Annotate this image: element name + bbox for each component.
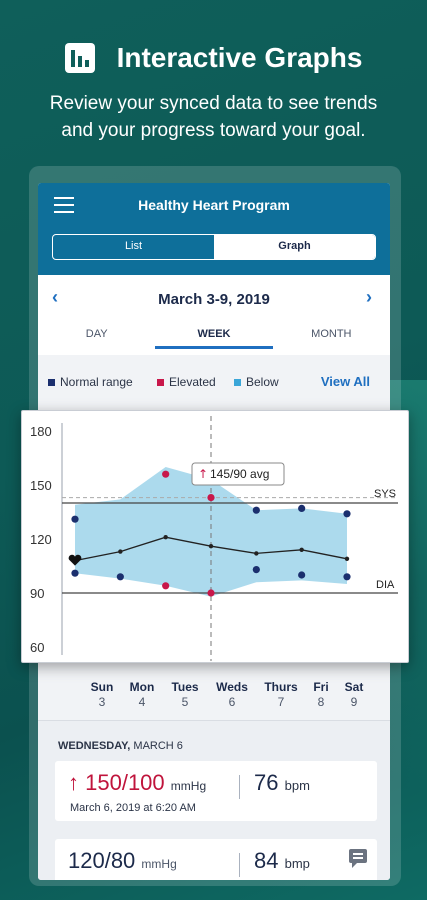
reading-detail: WEDNESDAY, MARCH 6 ↑ 150/100 mmHg 76 bpm…	[38, 720, 390, 880]
legend-normal-label: Normal range	[60, 375, 133, 389]
average-point	[254, 551, 259, 556]
hamburger-menu-icon[interactable]	[54, 197, 74, 213]
reading-card[interactable]: 120/80 mmHg 84 bmp	[55, 839, 377, 880]
bar-chart-icon	[64, 43, 95, 73]
y-tick-label: 90	[30, 586, 44, 601]
average-point	[163, 535, 168, 540]
hero-subtitle: Review your synced data to see trends an…	[20, 90, 407, 144]
tab-month[interactable]: MONTH	[311, 328, 352, 340]
day-label: Fri 8	[313, 680, 329, 709]
average-point	[299, 547, 304, 552]
reading-point	[162, 582, 170, 590]
tab-week[interactable]: WEEK	[155, 323, 273, 349]
detail-day: WEDNESDAY,	[58, 740, 131, 752]
hero-subtitle-line2: and your progress toward your goal.	[61, 120, 366, 141]
dia-label: DIA	[376, 579, 395, 591]
chart-legend: Normal range Elevated Below View All	[38, 363, 390, 403]
app-bar: Healthy Heart Program List Graph	[38, 183, 390, 275]
view-toggle: List Graph	[52, 234, 376, 260]
date-navigator: ‹ March 3-9, 2019 › DAY WEEK MONTH	[38, 275, 390, 355]
average-point	[344, 556, 350, 561]
tooltip-box	[191, 462, 285, 486]
reading-point	[343, 573, 351, 581]
pulse-value: 76	[254, 770, 279, 795]
legend-normal-swatch	[48, 378, 55, 386]
bp-reading: ↑ 150/100 mmHg	[68, 770, 206, 796]
reading-point	[252, 506, 260, 514]
y-tick-label: 120	[30, 532, 52, 547]
pulse-value: 84	[254, 848, 279, 873]
legend-below-swatch	[234, 378, 241, 386]
day-label: Thurs 7	[264, 680, 298, 709]
pulse-unit: bpm	[284, 778, 310, 793]
hero-title-text: Interactive Graphs	[116, 42, 363, 73]
reading-point	[71, 515, 79, 523]
reading-point	[162, 470, 170, 478]
tab-day[interactable]: DAY	[85, 328, 108, 340]
bp-unit: mmHg	[141, 857, 177, 871]
next-week-chevron-icon[interactable]: ›	[366, 287, 372, 307]
y-tick-label: 150	[30, 478, 52, 493]
reading-timestamp: March 6, 2019 at 6:20 AM	[70, 802, 196, 814]
period-tabs: DAY WEEK MONTH	[38, 323, 390, 349]
hero-subtitle-line1: Review your synced data to see trends	[49, 93, 378, 114]
comment-icon[interactable]	[349, 849, 367, 868]
normal-range-band	[75, 467, 347, 597]
bp-reading: 120/80 mmHg	[68, 848, 177, 874]
reading-point	[207, 589, 215, 597]
sys-label: SYS	[374, 488, 396, 500]
day-label: Sat 9	[344, 680, 364, 709]
reading-point	[298, 571, 306, 579]
y-tick-label: 60	[30, 640, 44, 655]
day-label: Weds 6	[216, 680, 248, 709]
reading-point	[71, 569, 79, 577]
day-label: Tues 5	[171, 680, 199, 709]
pulse-reading: 76 bpm	[254, 770, 310, 796]
divider	[239, 853, 240, 877]
segment-graph[interactable]: Graph	[214, 235, 375, 259]
day-label: Mon 4	[129, 680, 155, 709]
legend-elevated: Elevated	[157, 375, 216, 389]
detail-header: WEDNESDAY, MARCH 6	[58, 740, 183, 752]
day-axis: Sun 3 Mon 4 Tues 5 Weds 6 Thurs 7 Fri 8 Sat 9	[38, 680, 390, 718]
date-range: March 3-9, 2019	[158, 291, 270, 308]
detail-date: MARCH 6	[133, 740, 183, 752]
reading-point	[207, 494, 215, 502]
bp-chart[interactable]: 180 150 120 90 60 SYS DIA ↑ 145/90 avg	[22, 411, 410, 664]
average-point	[118, 549, 123, 554]
pulse-unit: bmp	[284, 856, 310, 871]
reading-point	[343, 510, 351, 518]
segment-list[interactable]: List	[124, 240, 143, 252]
view-all-link[interactable]: View All	[320, 374, 370, 389]
legend-below-label: Below	[246, 375, 279, 389]
y-tick-label: 180	[30, 424, 52, 439]
reading-point	[116, 573, 124, 581]
legend-elevated-label: Elevated	[169, 375, 216, 389]
legend-elevated-swatch	[157, 378, 164, 386]
app-title: Healthy Heart Program	[138, 197, 290, 213]
previous-week-chevron-icon[interactable]: ‹	[52, 287, 58, 307]
day-label: Sun 3	[90, 680, 114, 709]
bp-value: 120/80	[68, 848, 136, 873]
pulse-reading: 84 bmp	[254, 848, 310, 874]
chart-zoom-popup[interactable]: 180 150 120 90 60 SYS DIA ↑ 145/90 avg	[21, 410, 409, 663]
reading-card[interactable]: ↑ 150/100 mmHg 76 bpm March 6, 2019 at 6…	[55, 761, 377, 821]
bp-unit: mmHg	[170, 779, 207, 793]
divider	[239, 775, 240, 799]
tooltip-up-arrow-icon: ↑	[198, 467, 208, 481]
legend-normal: Normal range	[48, 375, 133, 389]
reading-point	[298, 504, 306, 512]
average-point	[208, 544, 214, 549]
tooltip-text: 145/90 avg	[210, 467, 269, 481]
elevated-up-arrow-icon: ↑	[68, 770, 79, 795]
legend-below: Below	[234, 375, 279, 389]
hero-title: Interactive Graphs	[0, 42, 427, 74]
bp-value: 150/100	[85, 770, 165, 795]
reading-point	[252, 566, 260, 574]
heart-icon	[68, 554, 82, 566]
